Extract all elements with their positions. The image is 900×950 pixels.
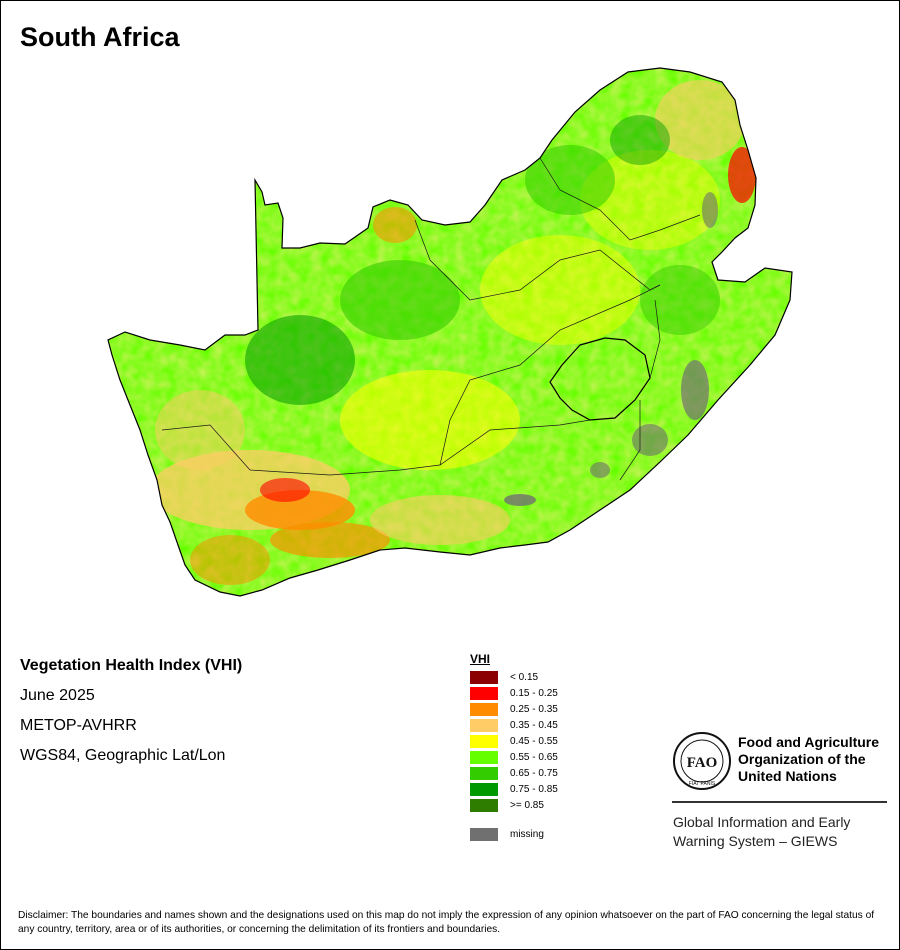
legend-label: 0.25 - 0.35 (510, 703, 558, 715)
legend: VHI < 0.15 0.15 - 0.25 0.25 - 0.35 0.35 - 0… (470, 652, 558, 842)
legend-item: 0.25 - 0.35 (470, 701, 558, 717)
legend-swatch-missing (470, 827, 498, 841)
projection-label: WGS84, Geographic Lat/Lon (20, 747, 226, 764)
legend-label: 0.55 - 0.65 (510, 751, 558, 763)
legend-label: 0.15 - 0.25 (510, 687, 558, 699)
legend-item: >= 0.85 (470, 797, 558, 813)
legend-item: 0.15 - 0.25 (470, 685, 558, 701)
legend-item: 0.45 - 0.55 (470, 733, 558, 749)
legend-item: < 0.15 (470, 669, 558, 685)
legend-item: 0.55 - 0.65 (470, 749, 558, 765)
index-name: Vegetation Health Index (VHI) (20, 657, 243, 674)
map-raster (108, 68, 792, 596)
map-title: South Africa (20, 22, 180, 52)
fao-divider (672, 801, 887, 803)
legend-label: 0.35 - 0.45 (510, 719, 558, 731)
legend-swatch (470, 734, 498, 748)
fao-org-name: Food and Agriculture Organization of the… (738, 734, 880, 784)
map-info: Vegetation Health Index (VHI) June 2025 … (20, 657, 242, 777)
legend-label: >= 0.85 (510, 799, 544, 811)
giews-label: Global Information and Early Warning Sys… (673, 814, 851, 849)
legend-label: 0.45 - 0.55 (510, 735, 558, 747)
legend-item: 0.75 - 0.85 (470, 781, 558, 797)
legend-swatch (470, 686, 498, 700)
fao-logo-icon: FAO FIAT PANIS (673, 732, 731, 790)
legend-swatch (470, 670, 498, 684)
legend-label: < 0.15 (510, 671, 539, 683)
legend-swatch (470, 782, 498, 796)
legend-label-missing: missing (510, 828, 544, 840)
fao-logo-letters: FAO (687, 755, 718, 771)
legend-swatch (470, 750, 498, 764)
legend-item-missing: missing (470, 826, 558, 842)
vhi-map (100, 60, 820, 620)
province-boundaries (161, 157, 701, 481)
legend-swatch (470, 718, 498, 732)
disclaimer: Disclaimer: The boundaries and names sho… (18, 910, 875, 935)
legend-item: 0.35 - 0.45 (470, 717, 558, 733)
legend-title: VHI (470, 652, 491, 666)
legend-swatch (470, 702, 498, 716)
fao-logo-motto: FIAT PANIS (689, 781, 716, 787)
period-label: June 2025 (20, 687, 95, 704)
legend-swatch (470, 766, 498, 780)
legend-item: 0.65 - 0.75 (470, 765, 558, 781)
legend-label: 0.75 - 0.85 (510, 783, 558, 795)
sensor-label: METOP-AVHRR (20, 717, 137, 734)
legend-swatch (470, 798, 498, 812)
legend-label: 0.65 - 0.75 (510, 767, 558, 779)
